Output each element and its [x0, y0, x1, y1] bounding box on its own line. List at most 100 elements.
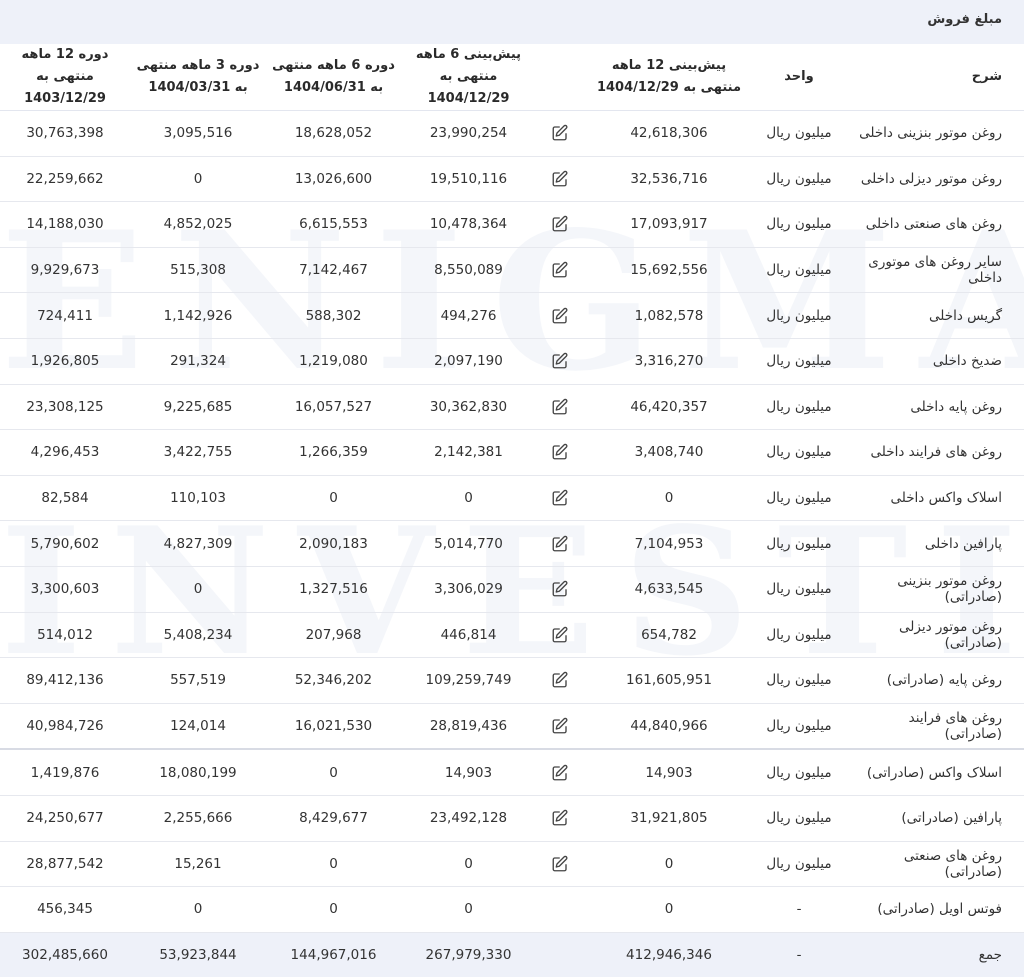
row-edit-cell [536, 612, 584, 659]
header-edit-spacer [536, 44, 584, 111]
edit-icon[interactable] [551, 307, 569, 325]
edit-icon[interactable] [551, 809, 569, 827]
row-forecast-12: 3,316,270 [584, 338, 754, 385]
row-forecast-12: 7,104,953 [584, 520, 754, 567]
row-forecast-6: 5,014,770 [401, 520, 536, 567]
row-forecast-12: 15,692,556 [584, 247, 754, 294]
edit-icon[interactable] [551, 764, 569, 782]
total-edit-spacer [536, 932, 584, 977]
row-forecast-12: 31,921,805 [584, 795, 754, 842]
row-period-12: 30,763,398 [0, 110, 130, 157]
row-period-3: 110,103 [130, 475, 266, 522]
row-desc: روغن های فرایند داخلی [844, 429, 1024, 476]
row-period-6: 16,057,527 [266, 384, 401, 431]
row-forecast-12: 0 [584, 886, 754, 933]
row-forecast-6: 10,478,364 [401, 201, 536, 248]
row-period-12: 4,296,453 [0, 429, 130, 476]
table-row: سایر روغن های موتوری داخلی میلیون ریال 15,… [0, 247, 1024, 294]
edit-icon[interactable] [551, 717, 569, 735]
edit-icon[interactable] [551, 170, 569, 188]
row-desc: پارافین (صادراتی) [844, 795, 1024, 842]
row-unit: میلیون ریال [754, 475, 844, 522]
row-unit: میلیون ریال [754, 749, 844, 796]
row-period-3: 3,422,755 [130, 429, 266, 476]
table-row: روغن های فرایند داخلی میلیون ریال 3,408,74… [0, 429, 1024, 476]
total-row: جمع -412,946,346 267,979,330 144,967,016 53,… [0, 932, 1024, 977]
edit-icon[interactable] [551, 352, 569, 370]
row-period-6: 7,142,467 [266, 247, 401, 294]
edit-icon[interactable] [551, 855, 569, 873]
edit-icon[interactable] [551, 626, 569, 644]
table-row: روغن های فرایند (صادراتی) میلیون ریال 44,8… [0, 703, 1024, 751]
row-period-12: 3,300,603 [0, 566, 130, 613]
row-desc: روغن پایه داخلی [844, 384, 1024, 431]
row-forecast-6: 446,814 [401, 612, 536, 659]
row-edit-cell [536, 566, 584, 613]
row-forecast-12: 1,082,578 [584, 292, 754, 339]
row-period-3: 515,308 [130, 247, 266, 294]
row-edit-cell [536, 657, 584, 704]
table-row: ضدیخ داخلی میلیون ریال 3,316,270 2,097,190 1… [0, 338, 1024, 385]
row-forecast-12: 17,093,917 [584, 201, 754, 248]
edit-icon[interactable] [551, 215, 569, 233]
row-desc: اسلاک واکس داخلی [844, 475, 1024, 522]
row-unit: میلیون ریال [754, 612, 844, 659]
row-edit-cell [536, 156, 584, 203]
row-unit: میلیون ریال [754, 429, 844, 476]
table-row: پارافین (صادراتی) میلیون ریال 31,921,805 23… [0, 795, 1024, 842]
row-period-3: 9,225,685 [130, 384, 266, 431]
row-period-3: 5,408,234 [130, 612, 266, 659]
row-period-12: 82,584 [0, 475, 130, 522]
header-forecast-6: پیش‌بینی 6 ماهه منتهی به 1404/12/29 [401, 44, 536, 111]
row-period-3: 0 [130, 566, 266, 613]
table-row: روغن های صنعتی (صادراتی) میلیون ریال 0 0 0 15… [0, 841, 1024, 888]
row-desc: روغن موتور دیزلی (صادراتی) [844, 612, 1024, 659]
row-period-6: 6,615,553 [266, 201, 401, 248]
row-forecast-6: 23,492,128 [401, 795, 536, 842]
edit-icon[interactable] [551, 124, 569, 142]
table-row: روغن های صنعتی داخلی میلیون ریال 17,093,91… [0, 201, 1024, 248]
row-desc: گریس داخلی [844, 292, 1024, 339]
row-forecast-12: 32,536,716 [584, 156, 754, 203]
edit-icon[interactable] [551, 443, 569, 461]
row-period-6: 1,266,359 [266, 429, 401, 476]
row-forecast-12: 46,420,357 [584, 384, 754, 431]
table-row: پارافین داخلی میلیون ریال 7,104,953 5,014,7… [0, 520, 1024, 567]
header-period-3: دوره 3 ماهه منتهی به 1404/03/31 [130, 44, 266, 111]
row-forecast-12: 0 [584, 841, 754, 888]
row-forecast-6: 494,276 [401, 292, 536, 339]
row-edit-cell [536, 292, 584, 339]
row-unit: - [754, 886, 844, 933]
row-forecast-6: 14,903 [401, 749, 536, 796]
row-period-6: 16,021,530 [266, 703, 401, 751]
edit-icon[interactable] [551, 535, 569, 553]
table-row: گریس داخلی میلیون ریال 1,082,578 494,276 588… [0, 292, 1024, 339]
row-period-6: 18,628,052 [266, 110, 401, 157]
table-row: روغن موتور دیزلی داخلی میلیون ریال 32,536,… [0, 156, 1024, 203]
row-period-12: 1,926,805 [0, 338, 130, 385]
total-desc: جمع [844, 932, 1024, 977]
row-edit-cell [536, 247, 584, 294]
row-forecast-12: 3,408,740 [584, 429, 754, 476]
row-period-12: 456,345 [0, 886, 130, 933]
edit-icon[interactable] [551, 261, 569, 279]
row-desc: ضدیخ داخلی [844, 338, 1024, 385]
edit-icon[interactable] [551, 580, 569, 598]
row-forecast-12: 0 [584, 475, 754, 522]
edit-icon[interactable] [551, 489, 569, 507]
row-unit: میلیون ریال [754, 703, 844, 751]
row-edit-cell [536, 338, 584, 385]
row-period-3: 1,142,926 [130, 292, 266, 339]
header-period-6: دوره 6 ماهه منتهی به 1404/06/31 [266, 44, 401, 111]
total-period-12: 302,485,660 [0, 932, 130, 977]
row-period-12: 514,012 [0, 612, 130, 659]
table-row: روغن موتور بنزینی (صادراتی) میلیون ریال 4,… [0, 566, 1024, 613]
row-unit: میلیون ریال [754, 292, 844, 339]
row-period-3: 2,255,666 [130, 795, 266, 842]
row-edit-cell [536, 384, 584, 431]
row-desc: فوتس اویل (صادراتی) [844, 886, 1024, 933]
row-forecast-6: 19,510,116 [401, 156, 536, 203]
edit-icon[interactable] [551, 671, 569, 689]
row-period-6: 0 [266, 749, 401, 796]
edit-icon[interactable] [551, 398, 569, 416]
